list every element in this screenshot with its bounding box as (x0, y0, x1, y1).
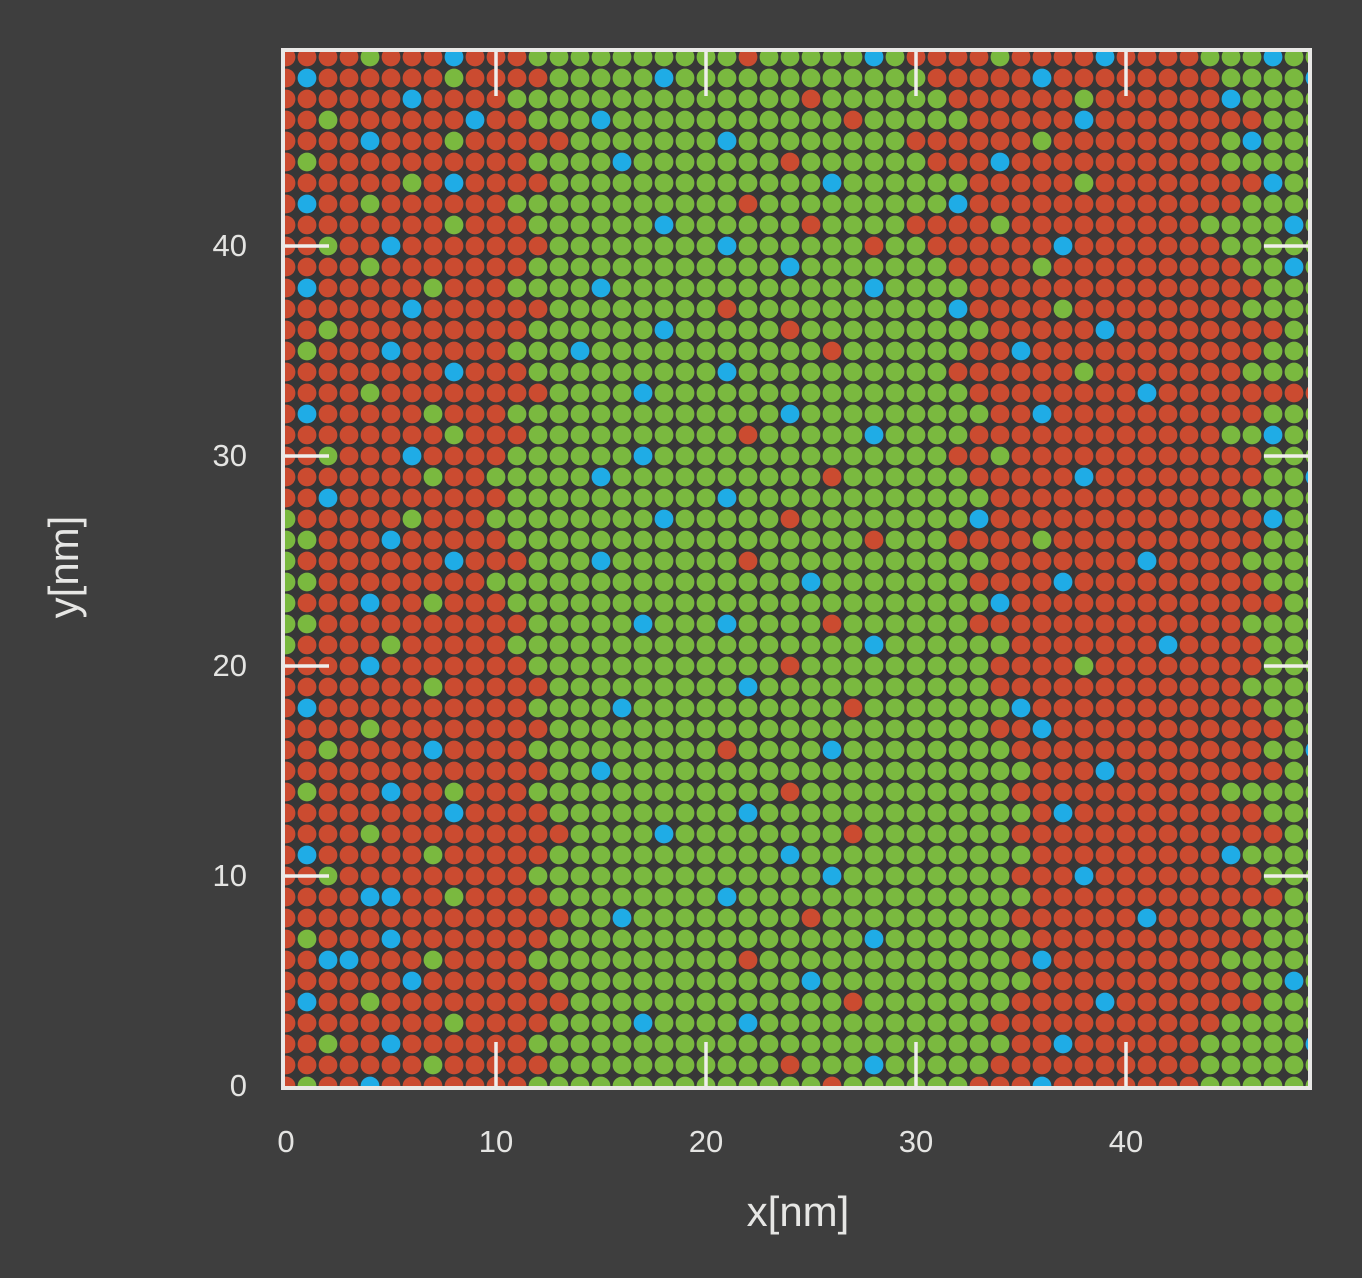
x-tick-label: 10 (478, 1124, 514, 1159)
lattice-row (285, 236, 1308, 256)
y-tick-label: 20 (212, 648, 247, 683)
lattice-row (285, 719, 1308, 739)
lattice-row (285, 1055, 1308, 1075)
lattice-row (285, 908, 1308, 928)
axis-tick (285, 454, 329, 458)
axis-tick (914, 1042, 918, 1086)
lattice-row (285, 866, 1308, 886)
y-axis-tick-labels: 0 10 20 30 40 (213, 0, 248, 1278)
x-tick-label: 0 (277, 1124, 295, 1159)
lattice-row (285, 52, 1308, 67)
axis-tick (1264, 664, 1308, 668)
lattice-row (285, 488, 1308, 508)
y-axis-label: y[nm] (40, 515, 87, 619)
axis-tick (1124, 52, 1128, 96)
lattice-row (285, 257, 1308, 277)
lattice-row (285, 971, 1308, 991)
lattice-row (285, 215, 1308, 235)
axis-tick (1264, 874, 1308, 878)
lattice-row (285, 677, 1308, 697)
lattice-row (285, 929, 1308, 949)
lattice-row (285, 887, 1308, 907)
lattice-row (285, 1076, 1308, 1086)
lattice-row (285, 656, 1308, 676)
dot-lattice (285, 52, 1308, 1086)
lattice-row (285, 1034, 1308, 1054)
lattice-row (285, 425, 1308, 445)
axis-tick (285, 664, 329, 668)
lattice-row (285, 803, 1308, 823)
lattice-row (285, 761, 1308, 781)
axis-tick (285, 244, 329, 248)
y-tick-label: 30 (212, 438, 247, 473)
axis-tick (704, 52, 708, 96)
axis-tick (1264, 244, 1308, 248)
axis-tick (285, 874, 329, 878)
lattice-row (285, 131, 1308, 151)
axis-tick (1124, 1042, 1128, 1086)
x-tick-label: 40 (1108, 1124, 1144, 1159)
axis-tick (704, 1042, 708, 1086)
lattice-row (285, 593, 1308, 613)
lattice-row (285, 404, 1308, 424)
lattice-row (285, 635, 1308, 655)
lattice-row (285, 446, 1308, 466)
lattice-row (285, 362, 1308, 382)
lattice-row (285, 194, 1308, 214)
lattice-row (285, 950, 1308, 970)
y-tick-label: 0 (229, 1068, 247, 1103)
lattice-row (285, 740, 1308, 760)
lattice-row (285, 782, 1308, 802)
lattice-row (285, 572, 1308, 592)
lattice-row (285, 320, 1308, 340)
lattice-row (285, 341, 1308, 361)
axis-tick (914, 52, 918, 96)
x-axis-tick-labels: 0 10 20 30 40 (0, 1124, 1362, 1164)
lattice-row (285, 467, 1308, 487)
lattice-row (285, 89, 1308, 109)
axis-tick (494, 52, 498, 96)
lattice-row (285, 845, 1308, 865)
axis-tick (1264, 454, 1308, 458)
lattice-row (285, 1013, 1308, 1033)
x-axis-label: x[nm] (746, 1188, 850, 1235)
lattice-row (285, 530, 1308, 550)
lattice-row (285, 698, 1308, 718)
lattice-row (285, 68, 1308, 88)
lattice-row (285, 299, 1308, 319)
lattice-row (285, 992, 1308, 1012)
y-tick-label: 10 (212, 858, 247, 893)
lattice-row (285, 110, 1308, 130)
lattice-row (285, 551, 1308, 571)
lattice-row (285, 824, 1308, 844)
x-tick-label: 20 (688, 1124, 724, 1159)
lattice-row (285, 614, 1308, 634)
lattice-row (285, 509, 1308, 529)
lattice-row (285, 152, 1308, 172)
axis-tick (494, 1042, 498, 1086)
plot-frame (281, 48, 1312, 1090)
y-tick-label: 40 (212, 228, 247, 263)
x-tick-label: 30 (898, 1124, 934, 1159)
lattice-row (285, 173, 1308, 193)
lattice-row (285, 278, 1308, 298)
lattice-row (285, 383, 1308, 403)
